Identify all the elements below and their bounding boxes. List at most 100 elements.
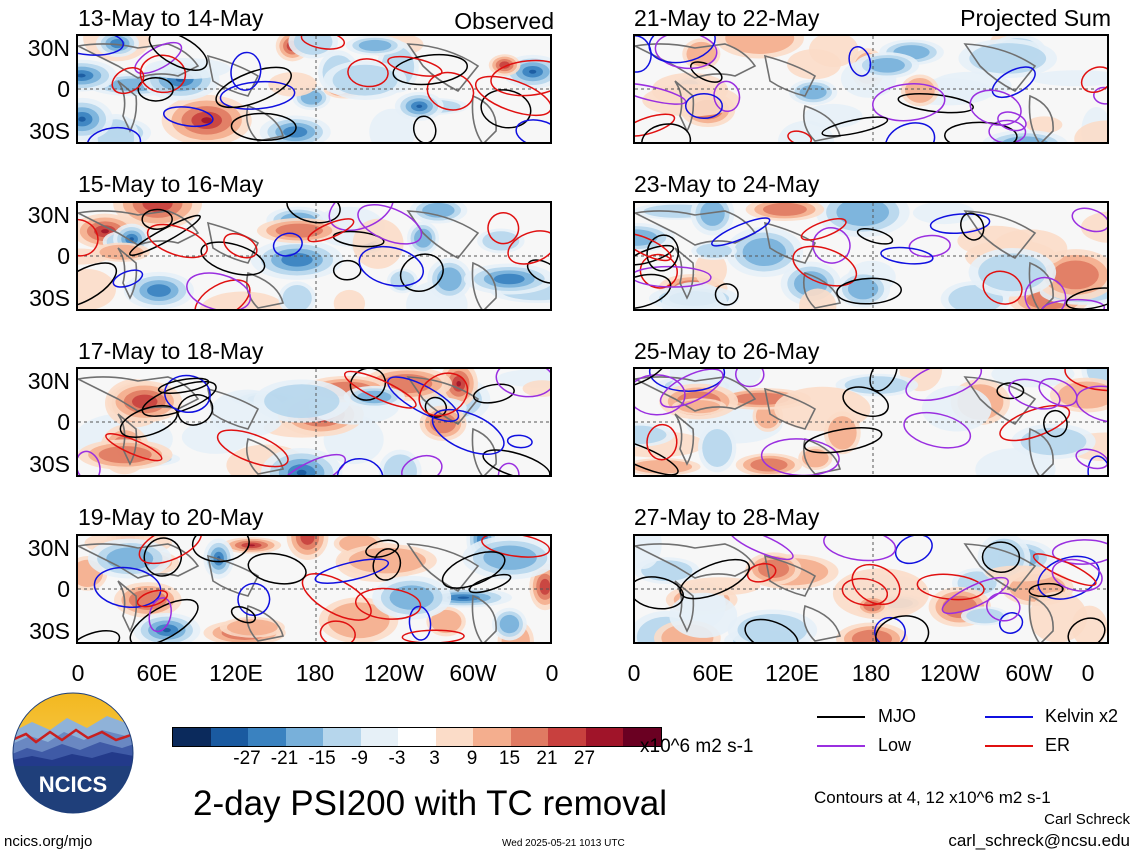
site-link[interactable]: ncics.org/mjo: [4, 833, 93, 850]
er-contour: [1032, 553, 1097, 587]
er-contour: [481, 536, 550, 558]
colorbar-tick-label: -9: [351, 748, 368, 769]
map-area: [76, 201, 552, 311]
mjo-contour: [247, 552, 307, 585]
mjo-contour: [424, 396, 448, 418]
panel-title: 19-May to 20-May: [78, 504, 264, 530]
mjo-contour: [177, 394, 214, 426]
coastline: [635, 43, 757, 79]
lat-label: 0: [57, 409, 70, 435]
coastline: [963, 543, 1037, 593]
panel-title: 13-May to 14-May: [78, 5, 264, 31]
panel-title: 15-May to 16-May: [78, 171, 264, 197]
er-contour: [136, 589, 169, 608]
lon-label: 60E: [692, 660, 734, 686]
er-contour: [347, 58, 389, 88]
mjo-contour: [230, 606, 257, 624]
colorbar-tick-label: -21: [270, 748, 299, 769]
anomaly-shading: [698, 423, 737, 473]
email-link[interactable]: carl_schreck@ncsu.edu: [948, 831, 1130, 850]
colorbar-swatches: [172, 727, 662, 747]
kelvin-contour: [684, 92, 723, 120]
kelvin-contour: [358, 245, 425, 287]
low-contour: [495, 369, 550, 398]
anomaly-shading: [522, 380, 550, 397]
low-contour: [78, 450, 101, 475]
anomaly-shading: [968, 248, 1057, 297]
lon-label: 60W: [449, 660, 497, 686]
low-contour: [1075, 385, 1107, 424]
coastline: [406, 376, 480, 426]
anomaly-shading: [394, 91, 444, 121]
kelvin-contour: [86, 126, 142, 142]
mjo-contour: [472, 383, 515, 404]
lat-label: 30N: [27, 202, 70, 228]
mjo-contour: [635, 439, 679, 475]
er-contour: [426, 71, 475, 111]
mjo-contour: [200, 241, 266, 276]
colorbar-swatch: [585, 728, 623, 746]
anomaly-shading: [642, 84, 740, 117]
lat-label: 30S: [29, 618, 70, 644]
er-contour: [138, 536, 203, 565]
mjo-contour: [392, 53, 468, 86]
anomaly-shading: [635, 423, 675, 447]
anomaly-shading: [123, 271, 194, 309]
lon-label: 120E: [209, 660, 263, 686]
mjo-contour: [468, 573, 512, 594]
anomaly-shading: [78, 268, 116, 309]
anomaly-shading: [161, 94, 252, 142]
er-contour: [223, 232, 258, 259]
colorbar-swatch: [210, 728, 248, 746]
kelvin-contour: [219, 80, 296, 110]
map-area: [633, 34, 1109, 144]
colorbar-swatch: [398, 728, 436, 746]
er-contour: [800, 217, 847, 241]
lat-label: 30N: [27, 35, 70, 61]
anomaly-shading: [921, 385, 992, 432]
low-contour: [760, 438, 840, 475]
low-contour: [1041, 298, 1106, 309]
logo-text: NCICS: [39, 772, 107, 797]
colorbar-tick-label: 15: [498, 748, 521, 769]
ncics-logo: NCICS: [12, 692, 134, 814]
kelvin-contour: [230, 51, 262, 91]
coastline: [206, 221, 260, 264]
lat-label: 30S: [29, 451, 70, 477]
kelvin-contour: [515, 119, 550, 142]
mjo-contour: [230, 112, 297, 142]
legend-label: Low: [878, 735, 912, 755]
mjo-contour: [441, 551, 506, 589]
map-area: [76, 534, 552, 644]
er-contour: [387, 55, 443, 77]
low-contour: [659, 369, 724, 408]
mjo-contour: [1043, 409, 1068, 438]
lon-label: 120W: [363, 660, 425, 686]
er-contour: [841, 577, 889, 606]
coastline: [206, 54, 260, 97]
mjo-contour: [78, 262, 118, 308]
panel-title: 17-May to 18-May: [78, 338, 264, 364]
er-contour: [78, 218, 99, 257]
anomaly-shading: [492, 607, 527, 641]
low-contour: [1024, 276, 1067, 309]
anomaly-shading: [661, 282, 728, 309]
anomaly-shading: [803, 103, 863, 129]
anomaly-shading: [323, 60, 407, 100]
mjo-contour: [856, 227, 894, 245]
coastline: [802, 271, 841, 309]
anomaly-shading: [900, 74, 939, 107]
anomaly-shading: [836, 270, 891, 308]
anomaly-shading: [78, 59, 117, 92]
er-contour: [792, 245, 858, 287]
er-contour: [216, 429, 289, 468]
coastline: [471, 94, 497, 142]
low-contour: [735, 369, 765, 388]
low-contour: [988, 119, 1027, 142]
low-contour: [1051, 539, 1107, 565]
lat-label: 30S: [29, 285, 70, 311]
anomaly-shading: [144, 58, 231, 80]
anomaly-shading: [221, 537, 282, 554]
coastline: [963, 376, 1037, 426]
lon-label: 180: [295, 660, 335, 686]
